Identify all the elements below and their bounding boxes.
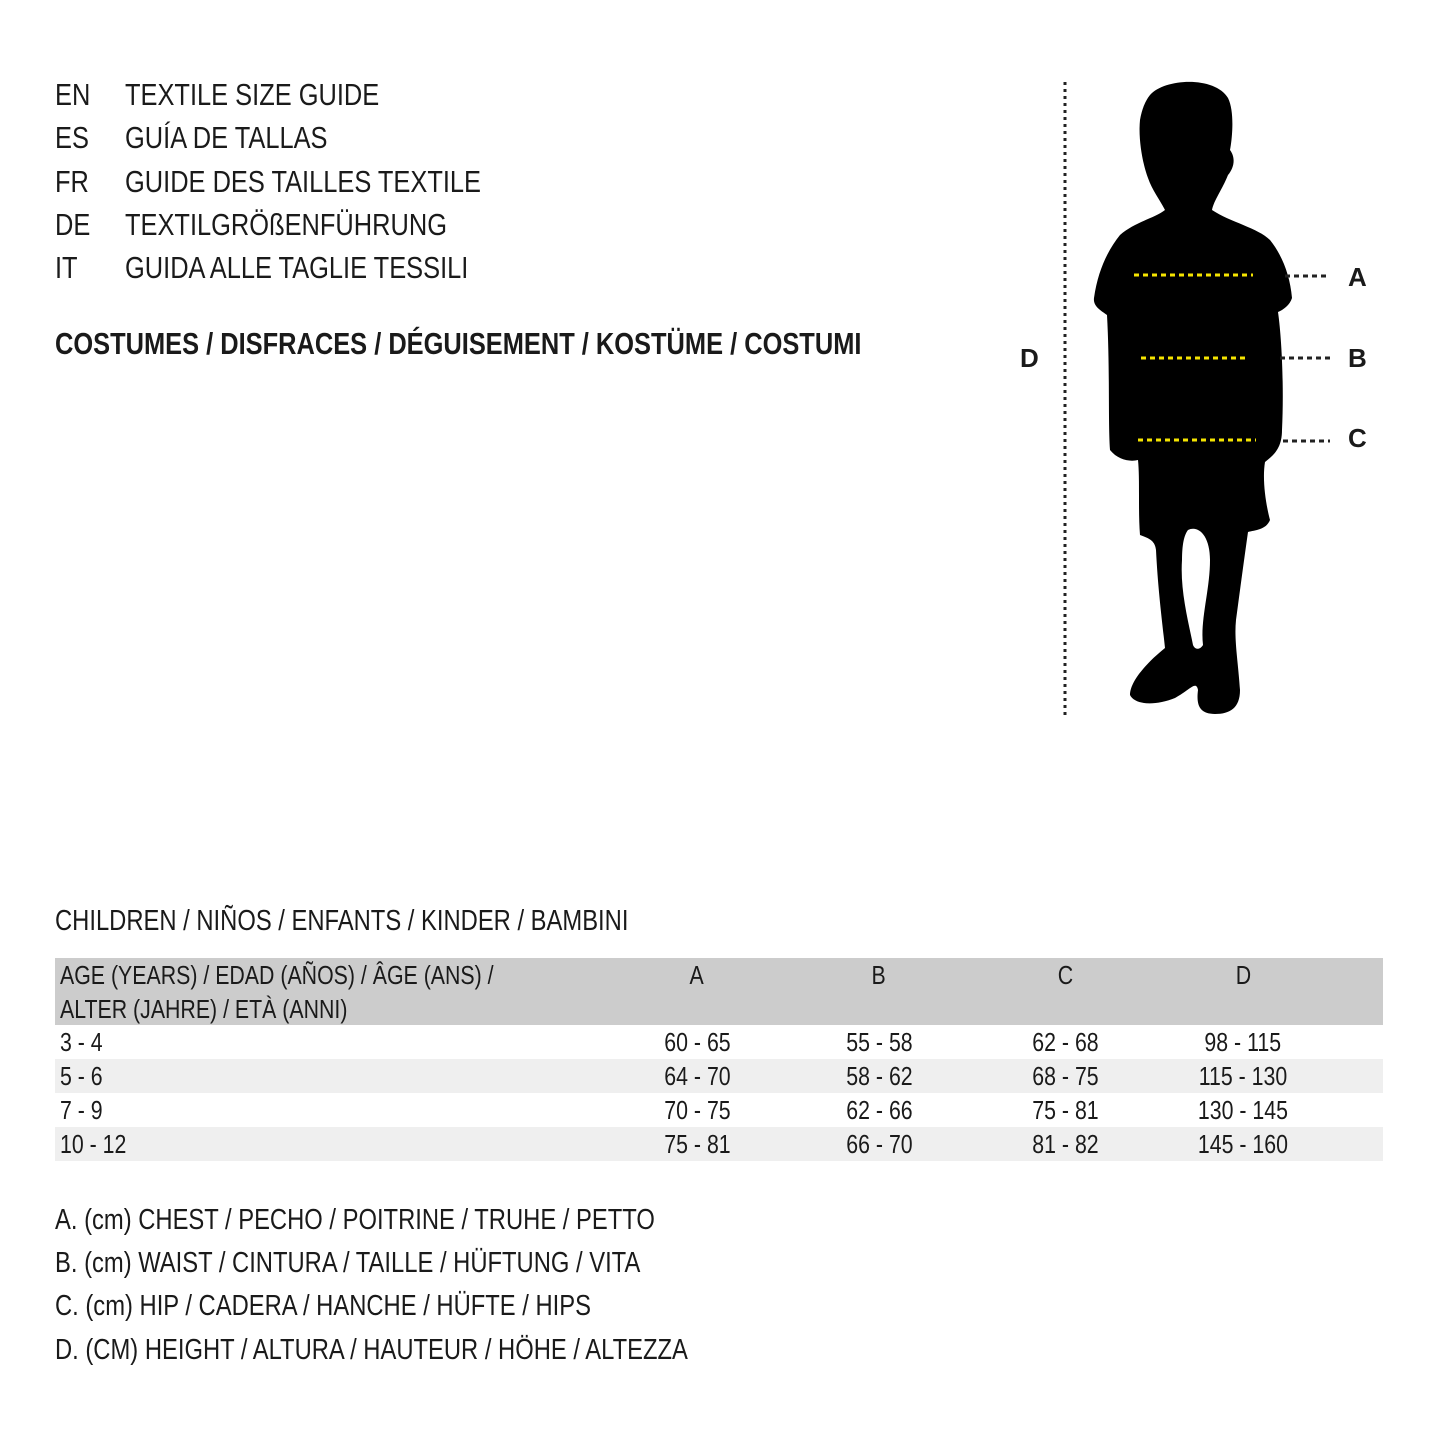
header-age-line1: AGE (YEARS) / EDAD (AÑOS) / ÂGE (ANS) / [60, 960, 494, 990]
cell-c: 75 - 81 [1031, 1095, 1099, 1125]
header-age-line2: ALTER (JAHRE) / ETÀ (ANNI) [60, 994, 348, 1024]
cell-a: 70 - 75 [663, 1095, 731, 1125]
cell-b: 55 - 58 [845, 1027, 913, 1057]
cell-d: 115 - 130 [1198, 1061, 1288, 1091]
cell-a: 60 - 65 [663, 1027, 731, 1057]
leg-gap [1181, 528, 1210, 649]
table-header: AGE (YEARS) / EDAD (AÑOS) / ÂGE (ANS) / … [55, 958, 1383, 1025]
label-a: A [1348, 262, 1367, 292]
cell-b: 58 - 62 [845, 1061, 913, 1091]
cell-c: 81 - 82 [1031, 1129, 1099, 1159]
header-a: A [689, 960, 705, 990]
cell-age: 5 - 6 [60, 1061, 103, 1091]
cell-c: 62 - 68 [1031, 1027, 1099, 1057]
cell-age: 7 - 9 [60, 1095, 103, 1125]
lang-title: GUÍA DE TALLAS [125, 120, 328, 155]
cell-a: 64 - 70 [663, 1061, 731, 1091]
header-d: D [1235, 960, 1251, 990]
cell-d: 145 - 160 [1197, 1129, 1289, 1159]
legend-hip: C. (cm) HIP / CADERA / HANCHE / HÜFTE / … [55, 1290, 591, 1322]
legend-chest: A. (cm) CHEST / PECHO / POITRINE / TRUHE… [55, 1204, 655, 1236]
lang-code: DE [55, 207, 91, 242]
legend-height: D. (CM) HEIGHT / ALTURA / HAUTEUR / HÖHE… [55, 1334, 688, 1366]
child-silhouette [1093, 81, 1292, 714]
lang-code: IT [55, 250, 78, 285]
measure-lines [1134, 273, 1256, 442]
lang-code: FR [55, 164, 89, 199]
child-silhouette-figure [1063, 81, 1330, 715]
lang-title: GUIDE DES TAILLES TEXTILE [125, 164, 482, 199]
lang-code: ES [55, 120, 89, 155]
header-b: B [871, 960, 887, 990]
category-text: COSTUMES / DISFRACES / DÉGUISEMENT / KOS… [55, 326, 862, 361]
cell-c: 68 - 75 [1031, 1061, 1099, 1091]
cell-d: 98 - 115 [1204, 1027, 1282, 1057]
table-title-text: CHILDREN / NIÑOS / ENFANTS / KINDER / BA… [55, 905, 629, 937]
table-row: 10 - 12 75 - 81 66 - 70 81 - 82 145 - 16… [55, 1127, 1383, 1161]
cell-b: 66 - 70 [845, 1129, 913, 1159]
legend-waist: B. (cm) WAIST / CINTURA / TAILLE / HÜFTU… [55, 1247, 641, 1279]
cell-d: 130 - 145 [1197, 1095, 1289, 1125]
label-c: C [1348, 423, 1367, 453]
category-title: COSTUMES / DISFRACES / DÉGUISEMENT / KOS… [55, 326, 1038, 362]
cell-age: 3 - 4 [60, 1027, 103, 1057]
table-row: 7 - 9 70 - 75 62 - 66 75 - 81 130 - 145 [55, 1093, 1383, 1127]
table-row: 5 - 6 64 - 70 58 - 62 68 - 75 115 - 130 [55, 1059, 1383, 1093]
lang-title: TEXTILGRÖßENFÜHRUNG [125, 207, 448, 242]
table-title: CHILDREN / NIÑOS / ENFANTS / KINDER / BA… [55, 905, 754, 938]
cell-b: 62 - 66 [845, 1095, 913, 1125]
cell-age: 10 - 12 [60, 1129, 127, 1159]
cell-a: 75 - 81 [663, 1129, 731, 1159]
header-c: C [1057, 960, 1073, 990]
lang-title: TEXTILE SIZE GUIDE [125, 77, 380, 112]
table-row: 3 - 4 60 - 65 55 - 58 62 - 68 98 - 115 [55, 1025, 1383, 1059]
size-table: AGE (YEARS) / EDAD (AÑOS) / ÂGE (ANS) / … [55, 958, 1383, 1161]
label-b: B [1348, 343, 1367, 373]
label-d: D [1020, 343, 1039, 373]
lang-title: GUIDA ALLE TAGLIE TESSILI [125, 250, 469, 285]
lang-code: EN [55, 77, 91, 112]
